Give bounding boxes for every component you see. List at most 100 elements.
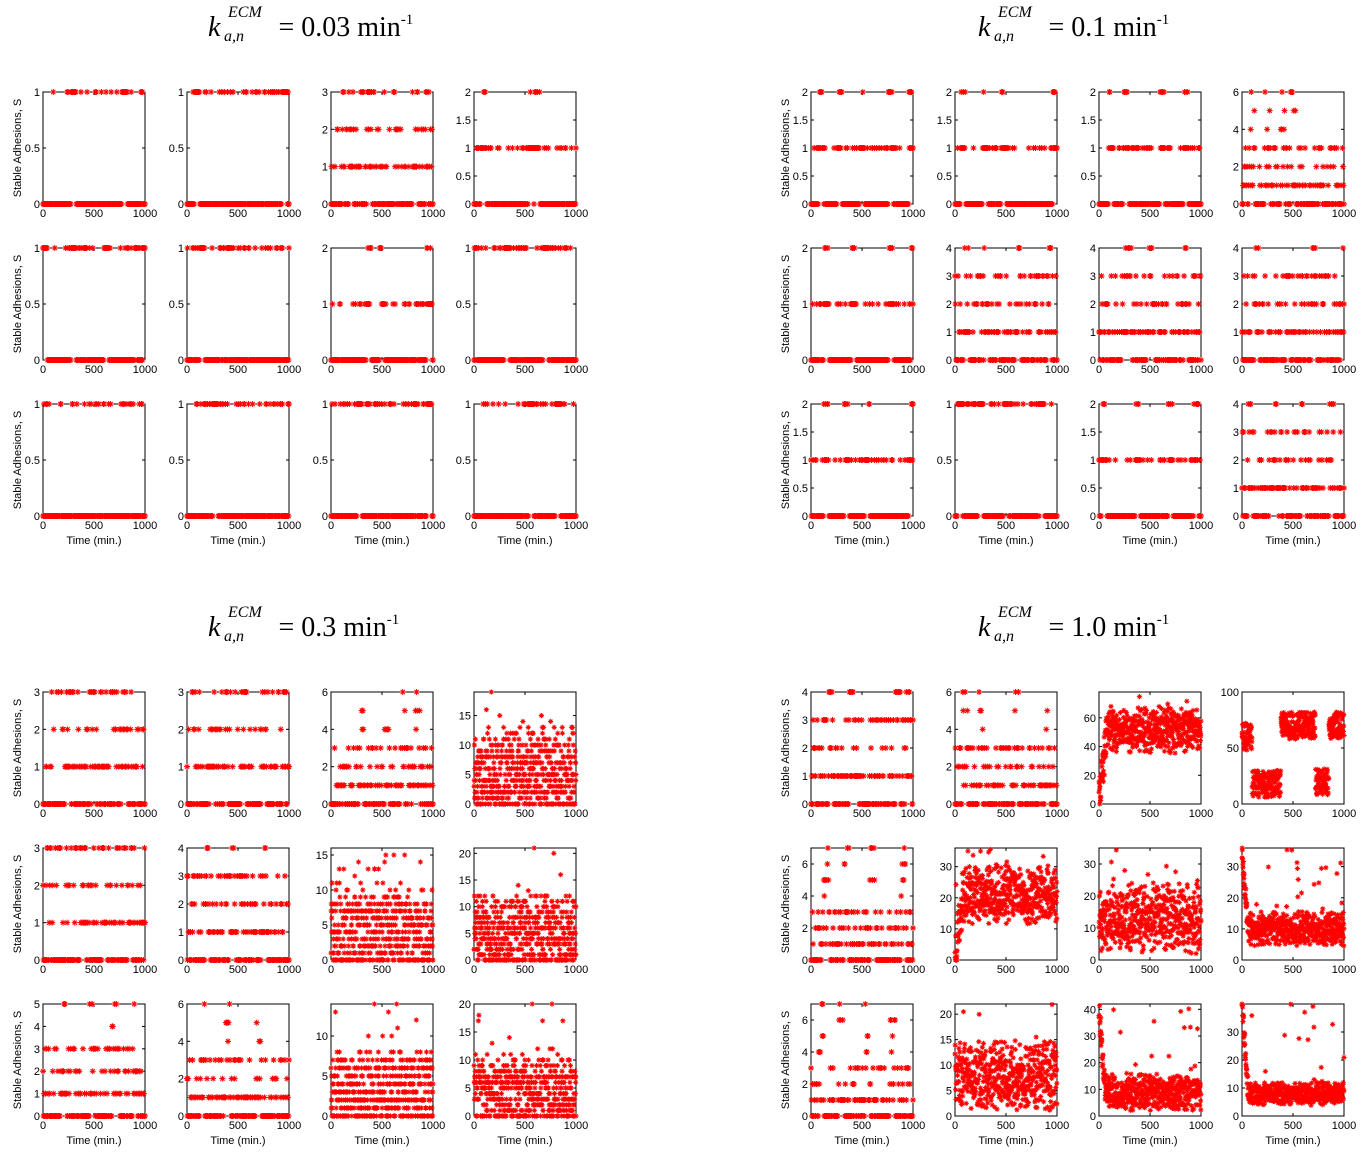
y-tick-label: 0.5 bbox=[1081, 171, 1096, 183]
data-point bbox=[1054, 145, 1060, 151]
data-point bbox=[256, 401, 263, 407]
data-point bbox=[279, 245, 286, 251]
data-point bbox=[107, 245, 114, 251]
data-point bbox=[1183, 245, 1190, 251]
plot-frame bbox=[186, 403, 290, 517]
y-tick-label: 1 bbox=[1090, 143, 1096, 155]
data-point bbox=[1143, 357, 1150, 363]
data-point bbox=[525, 513, 532, 519]
x-tick-label: 1000 bbox=[564, 364, 588, 376]
data-point bbox=[1052, 273, 1059, 279]
data-point bbox=[895, 301, 902, 307]
data-point bbox=[209, 513, 216, 519]
data-point bbox=[896, 145, 903, 151]
y-tick-label: 0 bbox=[178, 355, 184, 367]
data-point bbox=[409, 89, 416, 95]
data-point bbox=[1256, 163, 1263, 170]
data-point bbox=[422, 357, 429, 363]
y-axis-label: Stable Adhesions, S bbox=[780, 99, 792, 197]
y-tick-label: 0 bbox=[34, 199, 40, 211]
data-point bbox=[861, 513, 868, 519]
data-point bbox=[113, 89, 120, 95]
data-point bbox=[558, 145, 565, 151]
data-point bbox=[1248, 89, 1255, 95]
data-point bbox=[964, 301, 971, 307]
data-point bbox=[1277, 329, 1284, 335]
data-point bbox=[573, 357, 579, 363]
plot-frame bbox=[186, 247, 290, 361]
data-point bbox=[1104, 301, 1111, 307]
data-point bbox=[1251, 145, 1258, 151]
data-point bbox=[820, 357, 827, 363]
x-tick-label: 500 bbox=[1141, 208, 1159, 220]
data-point bbox=[1325, 182, 1332, 189]
x-tick-label: 0 bbox=[40, 520, 46, 532]
data-point bbox=[414, 89, 421, 95]
plot-frame bbox=[42, 91, 146, 205]
data-point bbox=[825, 457, 832, 463]
data-point bbox=[1302, 145, 1309, 151]
y-tick-label: 0.5 bbox=[25, 299, 40, 311]
data-point bbox=[484, 401, 491, 407]
data-point bbox=[509, 145, 516, 151]
y-tick-label: 0.5 bbox=[169, 455, 184, 467]
x-tick-label: 500 bbox=[997, 520, 1015, 532]
data-point bbox=[50, 89, 57, 95]
x-tick-label: 0 bbox=[40, 208, 46, 220]
data-point bbox=[428, 163, 435, 170]
data-point bbox=[405, 163, 412, 170]
data-point bbox=[910, 301, 916, 307]
data-point bbox=[1105, 201, 1112, 207]
x-axis-label: Time (min.) bbox=[497, 535, 552, 547]
data-point bbox=[1196, 329, 1203, 335]
y-tick-label: 0.5 bbox=[793, 483, 808, 495]
data-point bbox=[278, 201, 285, 207]
data-point bbox=[379, 163, 386, 170]
x-tick-label: 1000 bbox=[564, 208, 588, 220]
data-point bbox=[1049, 201, 1056, 207]
data-point bbox=[100, 357, 107, 363]
data-point bbox=[256, 89, 263, 95]
data-point bbox=[1026, 329, 1033, 335]
x-tick-label: 0 bbox=[808, 364, 814, 376]
y-tick-label: 1 bbox=[802, 299, 808, 311]
data-point bbox=[482, 245, 489, 251]
data-point bbox=[1272, 273, 1279, 279]
data-point bbox=[1119, 201, 1126, 207]
y-tick-label: 2 bbox=[802, 243, 808, 255]
y-tick-label: 1 bbox=[1233, 327, 1239, 339]
data-point bbox=[261, 89, 268, 95]
data-point bbox=[430, 513, 436, 519]
y-tick-label: 1 bbox=[34, 87, 40, 99]
data-point bbox=[974, 301, 981, 307]
data-point bbox=[1054, 357, 1060, 363]
data-point bbox=[386, 126, 393, 133]
plot-frame bbox=[42, 247, 146, 361]
x-tick-label: 500 bbox=[853, 520, 871, 532]
data-point bbox=[1112, 273, 1119, 279]
data-point bbox=[562, 145, 569, 151]
y-tick-label: 1.5 bbox=[1081, 427, 1096, 439]
data-point bbox=[84, 89, 91, 95]
data-point bbox=[430, 201, 436, 207]
x-tick-label: 500 bbox=[853, 364, 871, 376]
y-tick-label: 1.5 bbox=[456, 115, 471, 127]
data-point bbox=[1318, 145, 1325, 151]
x-tick-label: 1000 bbox=[1189, 520, 1213, 532]
data-point bbox=[1048, 401, 1055, 407]
data-point bbox=[1127, 273, 1134, 279]
data-point bbox=[125, 245, 132, 251]
data-point bbox=[345, 89, 352, 95]
data-point bbox=[1313, 163, 1320, 170]
x-tick-label: 1000 bbox=[1045, 208, 1069, 220]
data-point bbox=[421, 201, 428, 207]
x-axis-label: Time (min.) bbox=[1122, 535, 1177, 547]
data-point bbox=[1245, 201, 1252, 207]
data-point bbox=[375, 126, 382, 133]
data-point bbox=[425, 89, 432, 95]
data-point bbox=[1015, 401, 1022, 407]
data-point bbox=[1333, 145, 1340, 151]
